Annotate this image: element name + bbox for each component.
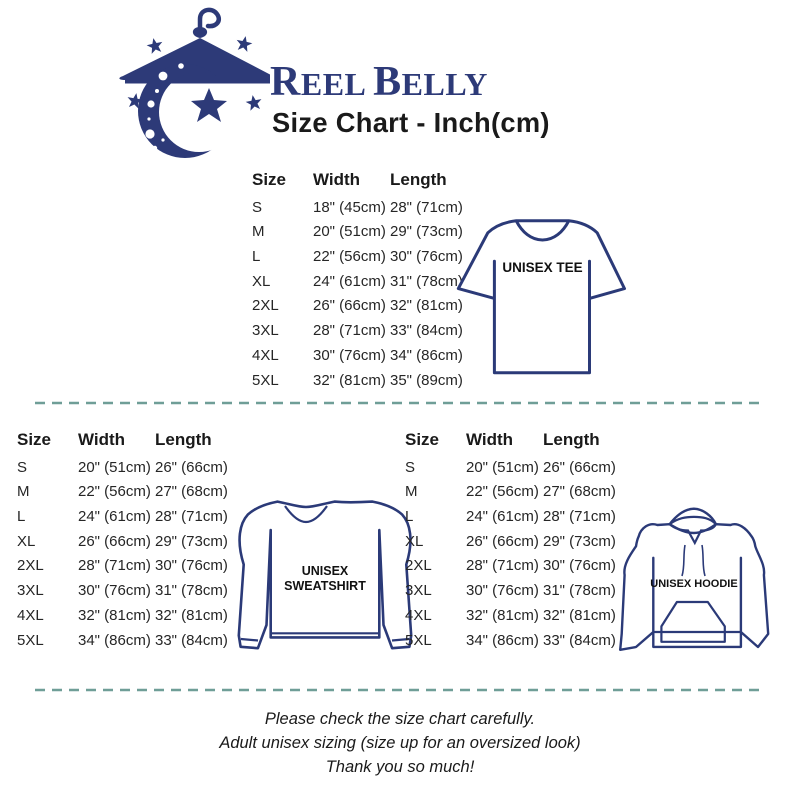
svg-text:UNISEX HOODIE: UNISEX HOODIE [650, 578, 737, 590]
svg-text:UNISEX: UNISEX [302, 564, 349, 578]
svg-text:SWEATSHIRT: SWEATSHIRT [284, 579, 366, 593]
svg-text:UNISEX TEE: UNISEX TEE [502, 260, 582, 275]
